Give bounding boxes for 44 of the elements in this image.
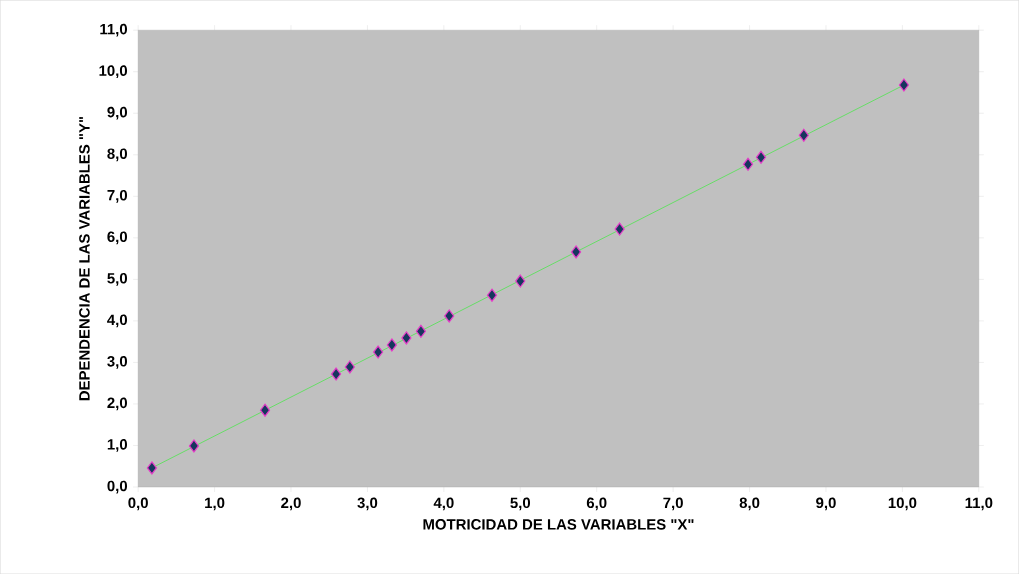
x-tick-label: 9,0 (816, 497, 836, 511)
point (386, 338, 397, 352)
point (444, 309, 455, 323)
point (515, 274, 526, 288)
point (614, 222, 625, 236)
y-tick-label: 5,0 (107, 272, 128, 286)
point (401, 331, 412, 345)
x-tick-label: 8,0 (739, 497, 760, 511)
point (415, 324, 427, 338)
y-tick-label: 1,0 (107, 439, 128, 452)
x-tick-label: 11,0 (965, 497, 993, 511)
x-tick-label: 3,0 (357, 497, 378, 511)
y-tick-label: 11,0 (100, 23, 128, 37)
point (486, 288, 498, 302)
x-tick-label: 2,0 (281, 497, 301, 511)
point (742, 157, 754, 171)
x-tick-label: 7,0 (663, 497, 683, 511)
y-tick-label: 8,0 (107, 148, 128, 162)
point (188, 439, 200, 453)
point (146, 461, 157, 475)
y-tick-label: 2,0 (107, 397, 128, 411)
point (798, 128, 809, 142)
point (898, 78, 910, 92)
y-tick-label: 10,0 (99, 65, 128, 79)
point (373, 345, 384, 359)
y-tick-label: 9,0 (107, 106, 128, 120)
point (570, 245, 582, 259)
y-axis-title: DEPENDENCIA DE LAS VARIABLES "Y" (79, 116, 90, 401)
x-tick-label: 5,0 (510, 497, 531, 511)
x-axis-title: MOTRICIDAD DE LAS VARIABLES "X" (423, 519, 694, 530)
y-tick-label: 4,0 (107, 314, 128, 328)
y-tick-label: 6,0 (107, 231, 128, 245)
x-tick-label: 6,0 (586, 497, 607, 511)
x-tick-label: 1,0 (205, 497, 225, 511)
x-tick-label: 0,0 (128, 497, 148, 511)
point (344, 360, 355, 374)
point (755, 150, 767, 164)
point (330, 367, 342, 381)
y-tick-label: 7,0 (107, 189, 128, 203)
point (259, 403, 271, 417)
x-tick-label: 10,0 (888, 497, 917, 511)
y-tick-label: 0,0 (107, 480, 128, 494)
x-tick-label: 4,0 (433, 497, 454, 511)
y-tick-label: 3,0 (107, 355, 128, 369)
